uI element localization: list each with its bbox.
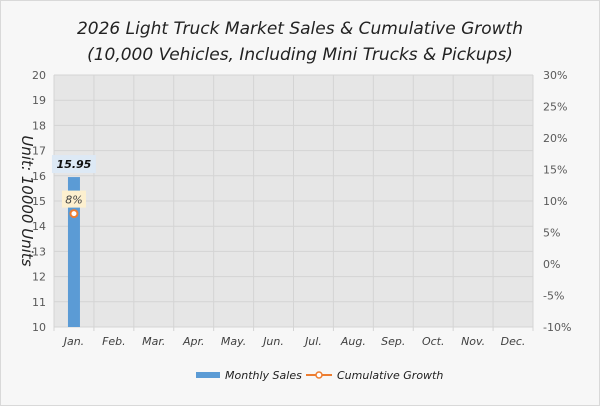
bar-data-label: 15.95 xyxy=(57,158,92,171)
y-tick-label: 18 xyxy=(32,119,46,132)
chart-subtitle: (10,000 Vehicles, Including Mini Trucks … xyxy=(87,45,513,65)
legend-label-monthly-sales: Monthly Sales xyxy=(225,369,302,382)
y-tick-label: 15 xyxy=(32,195,46,208)
point-cumulative-growth xyxy=(69,209,79,219)
y-tick-label: 11 xyxy=(32,296,46,309)
legend-marker-cumulative-growth xyxy=(315,371,323,379)
x-tick-label: Nov. xyxy=(461,335,485,348)
y-tick-label: 17 xyxy=(32,145,46,158)
gridlines xyxy=(53,74,534,331)
x-tick-label: May. xyxy=(221,335,246,348)
y-tick-label: 13 xyxy=(32,245,46,258)
y2-tick-label: 25% xyxy=(543,101,567,114)
y2-tick-label: 20% xyxy=(543,132,567,145)
x-tick-label: Jan. xyxy=(62,335,84,348)
x-tick-label: Feb. xyxy=(102,335,126,348)
x-tick-label: Jun. xyxy=(261,335,284,348)
x-tick-label: Mar. xyxy=(142,335,165,348)
y-tick-label: 20 xyxy=(32,69,46,82)
y-tick-label: 19 xyxy=(32,94,46,107)
x-tick-label: Apr. xyxy=(182,335,205,348)
y-axis-label: Unit: 10000 Units xyxy=(18,135,36,266)
point-data-label: 8% xyxy=(65,194,82,207)
y-tick-label: 12 xyxy=(32,271,46,284)
y-tick-label: 14 xyxy=(32,220,46,233)
legend-label-cumulative-growth: Cumulative Growth xyxy=(337,369,443,382)
y2-tick-label: 5% xyxy=(543,227,560,240)
chart-title: 2026 Light Truck Market Sales & Cumulati… xyxy=(77,19,523,39)
x-tick-label: Jul. xyxy=(303,335,322,348)
series-marks: 15.95 8% xyxy=(51,155,96,327)
bar-data-label-bg xyxy=(51,155,96,174)
x-tick-label: Oct. xyxy=(422,335,445,348)
y-axis-left: 10 11 12 13 14 15 16 17 18 19 20 xyxy=(32,69,46,334)
y2-tick-label: -5% xyxy=(543,290,564,303)
y-axis-right: -10% -5% 0% 5% 10% 15% 20% 25% 30% xyxy=(543,69,571,334)
x-tick-label: Aug. xyxy=(340,335,366,348)
x-tick-label: Sep. xyxy=(381,335,405,348)
y-tick-label: 10 xyxy=(32,321,46,334)
legend: Monthly Sales Cumulative Growth xyxy=(196,369,443,382)
x-axis: Jan. Feb. Mar. Apr. May. Jun. Jul. Aug. Sep. Oct.… xyxy=(62,335,526,348)
y2-tick-label: 15% xyxy=(543,164,567,177)
y2-tick-label: 0% xyxy=(543,258,560,271)
y2-tick-label: 10% xyxy=(543,195,567,208)
legend-swatch-monthly-sales xyxy=(196,372,220,378)
y-tick-label: 16 xyxy=(32,170,46,183)
y2-tick-label: -10% xyxy=(543,321,571,334)
x-tick-label: Dec. xyxy=(501,335,526,348)
point-data-label-bg xyxy=(61,190,86,208)
y2-tick-label: 30% xyxy=(543,69,567,82)
